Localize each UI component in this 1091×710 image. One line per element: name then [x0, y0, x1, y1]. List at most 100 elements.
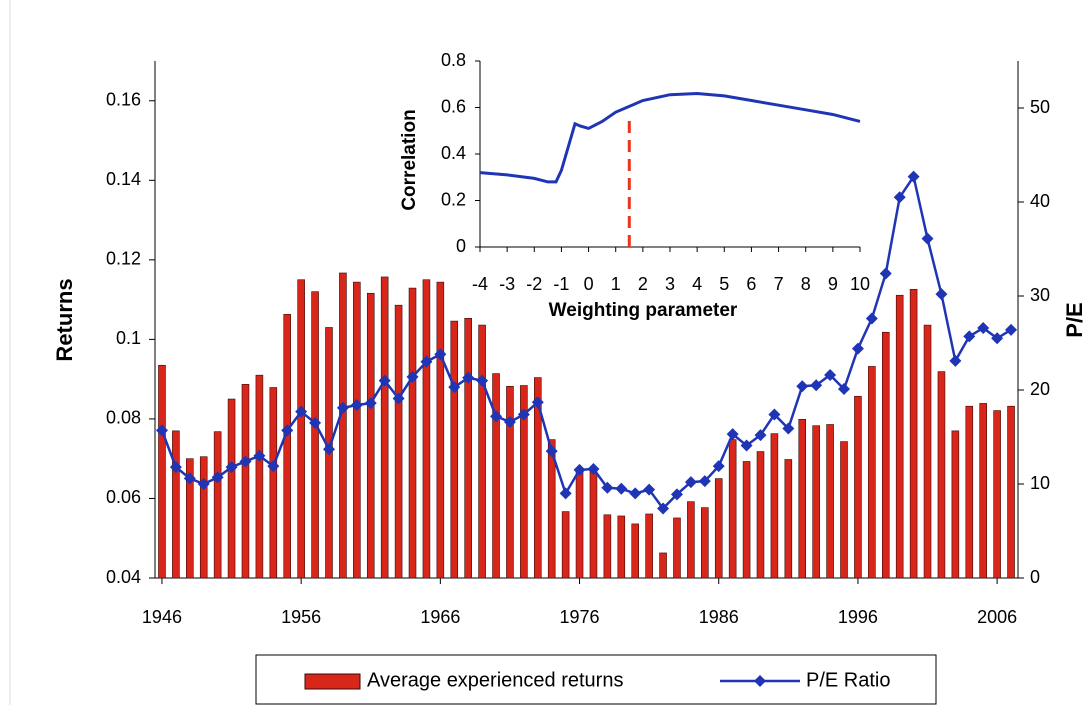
point — [295, 405, 308, 418]
inset-y-tick-label: 0.4 — [441, 143, 466, 163]
bar — [478, 324, 486, 579]
point — [991, 332, 1004, 345]
point — [253, 449, 266, 462]
inset-x-tick-label: 6 — [746, 274, 756, 294]
point — [893, 191, 906, 204]
point — [587, 462, 600, 475]
inset-x-tick-label: 3 — [665, 274, 675, 294]
point — [643, 483, 656, 496]
x-tick-label: 1966 — [420, 607, 460, 627]
bar — [840, 441, 848, 579]
bar — [283, 314, 292, 579]
inset-x-tick-label: 10 — [850, 274, 870, 294]
bar — [659, 552, 667, 579]
y-tick-label: 0.14 — [106, 169, 141, 189]
point — [378, 374, 391, 387]
point — [796, 380, 809, 393]
bar — [742, 461, 751, 579]
bar — [826, 424, 834, 579]
legend-swatch — [304, 673, 361, 690]
y2-tick-label: 40 — [1030, 191, 1050, 211]
point — [879, 267, 892, 280]
bar — [854, 395, 862, 579]
inset-x-tick-label: -1 — [553, 274, 569, 294]
point — [726, 428, 739, 441]
bar — [937, 371, 946, 579]
point — [698, 475, 711, 488]
point — [740, 439, 753, 452]
point — [545, 445, 558, 458]
bar — [520, 385, 528, 579]
bar — [213, 431, 222, 579]
point — [838, 383, 851, 396]
bar — [380, 276, 389, 579]
x-tick-label: 2006 — [977, 607, 1017, 627]
point — [434, 348, 447, 361]
legend-label: P/E Ratio — [806, 669, 890, 691]
inset-x-tick-label: 8 — [801, 274, 811, 294]
y-tick-label: 0.1 — [116, 328, 141, 348]
point — [949, 354, 962, 367]
point — [559, 487, 572, 500]
point — [281, 424, 294, 437]
point — [670, 488, 683, 501]
point — [629, 487, 642, 500]
point — [420, 355, 433, 368]
point — [782, 422, 795, 435]
inset-y-tick-label: 0 — [456, 236, 466, 256]
bar — [422, 279, 431, 579]
inset-x-tick-label: 1 — [611, 274, 621, 294]
bar — [186, 458, 194, 579]
y2-tick-label: 10 — [1030, 473, 1050, 493]
point — [657, 502, 670, 515]
bar — [492, 373, 500, 579]
bar — [687, 501, 695, 579]
point — [851, 342, 864, 355]
bar — [617, 515, 626, 579]
bar — [812, 425, 820, 579]
bar — [297, 279, 305, 579]
bar — [909, 288, 918, 579]
bar — [450, 320, 459, 579]
inset-x-tick-label: -2 — [526, 274, 542, 294]
point — [225, 461, 238, 474]
point — [309, 416, 322, 429]
inset-x-tick-label: 2 — [638, 274, 648, 294]
point — [169, 461, 182, 474]
point — [364, 397, 377, 410]
inset-y-tick-label: 0.2 — [441, 189, 466, 209]
point — [392, 392, 405, 405]
x-tick-label: 1986 — [699, 607, 739, 627]
point — [601, 481, 614, 494]
point — [350, 399, 363, 412]
bar — [714, 478, 723, 579]
point — [322, 443, 335, 456]
inset-y-axis-title: Correlation — [399, 109, 420, 210]
inset-x-axis-title: Weighting parameter — [549, 300, 738, 321]
bar — [394, 304, 403, 579]
legend-swatch — [754, 675, 766, 687]
bar — [575, 469, 584, 579]
bar — [366, 292, 375, 579]
inset-x-tick-label: 7 — [774, 274, 784, 294]
bar — [868, 366, 876, 579]
x-tick-label: 1956 — [281, 607, 321, 627]
point — [462, 371, 475, 384]
point — [684, 476, 697, 489]
point — [183, 472, 196, 485]
bar — [241, 384, 250, 579]
point — [907, 170, 920, 183]
point — [810, 379, 823, 392]
point — [615, 482, 628, 495]
x-tick-label: 1996 — [838, 607, 878, 627]
y2-tick-label: 0 — [1030, 567, 1040, 587]
point — [267, 460, 280, 473]
point — [476, 374, 489, 387]
inset-y-tick-label: 0.8 — [441, 50, 466, 70]
bar — [547, 439, 556, 579]
bar — [756, 451, 765, 579]
bar — [701, 507, 709, 579]
point — [1005, 323, 1018, 336]
bar — [673, 517, 681, 579]
point — [406, 370, 419, 383]
